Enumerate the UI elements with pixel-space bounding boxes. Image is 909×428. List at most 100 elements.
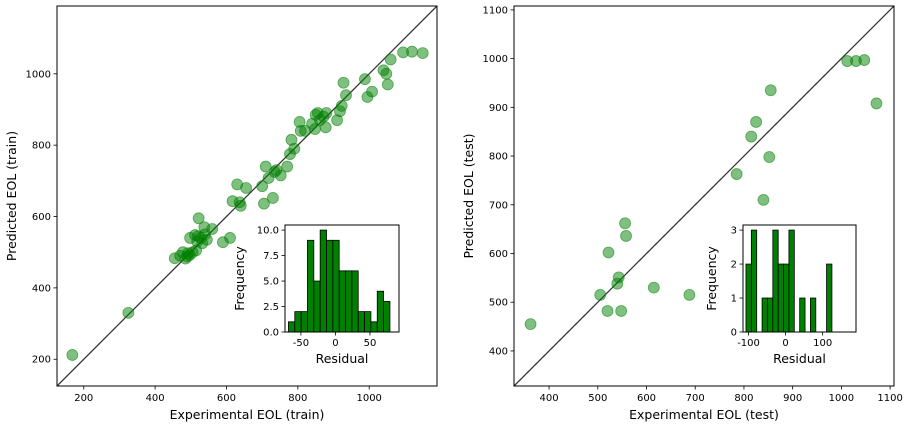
data-point — [602, 246, 615, 259]
data-point — [416, 47, 429, 59]
identity-line — [514, 6, 894, 386]
plot-area — [514, 6, 894, 386]
inset-x-tick-label: 50 — [364, 338, 377, 349]
data-point — [335, 100, 348, 112]
y-tick-label: 500 — [489, 298, 508, 309]
inset-y-tick-label: 3 — [731, 226, 737, 237]
histogram-bar — [750, 229, 758, 333]
x-tick-label: 600 — [217, 393, 236, 404]
data-point — [620, 230, 632, 242]
data-point — [763, 151, 776, 163]
y-tick-label: 600 — [32, 212, 51, 223]
x-axis-label: Experimental EOL (train) — [170, 407, 325, 422]
data-point — [320, 107, 333, 119]
inset-y-tick-label: 2 — [731, 260, 737, 271]
data-point — [337, 76, 350, 89]
histogram-bar — [767, 297, 774, 333]
x-tick-label: 1000 — [356, 393, 381, 404]
y-tick-label: 800 — [489, 152, 508, 163]
data-point — [730, 168, 743, 180]
histogram-bar — [772, 229, 779, 333]
data-point — [340, 89, 352, 102]
y-tick-label: 1000 — [26, 69, 51, 80]
data-point — [524, 318, 537, 331]
data-point — [359, 73, 371, 86]
histogram-bar — [777, 263, 784, 333]
data-point — [281, 160, 294, 173]
inset-x-tick-label: 0 — [332, 338, 338, 349]
data-point — [319, 121, 332, 134]
scatter-panel-1: 200 400 600 800 1000 200 400 600 800 1000 Experime… — [4, 5, 438, 422]
inset-x-tick-label: 0 — [782, 338, 788, 349]
histogram-bar — [826, 263, 833, 333]
x-tick-label: 500 — [588, 393, 607, 404]
data-point — [66, 349, 79, 361]
plot-frame — [513, 5, 895, 387]
histogram-bar — [370, 321, 378, 333]
data-point — [224, 232, 236, 244]
inset-y-tick-label: 0 — [731, 328, 737, 339]
data-point — [258, 197, 270, 210]
y-tick-label: 1000 — [483, 54, 508, 65]
x-tick-label: 600 — [637, 393, 656, 404]
histogram-bar — [376, 290, 384, 333]
data-point — [757, 193, 770, 206]
plot-frame — [56, 5, 438, 387]
histogram-bar — [338, 270, 346, 333]
histogram-bar — [326, 239, 334, 333]
histogram-bar — [799, 297, 806, 333]
inset-y-tick-label: 7.5 — [263, 251, 279, 262]
histogram-bar — [307, 239, 315, 333]
plot-area — [57, 6, 437, 386]
histogram-bar — [745, 263, 752, 333]
data-point — [764, 84, 777, 97]
data-point — [745, 130, 758, 143]
histogram-bar — [351, 270, 359, 333]
y-tick-label: 400 — [32, 283, 51, 294]
data-point — [870, 97, 883, 110]
y-tick-label: 600 — [489, 249, 508, 260]
data-point — [240, 182, 253, 194]
inset-x-axis-label: Residual — [773, 351, 826, 366]
histogram-bar — [783, 263, 790, 333]
histogram-bar — [313, 280, 321, 333]
inset-x-tick-label: -100 — [737, 338, 760, 349]
inset-y-tick-label: 2.5 — [263, 302, 279, 313]
inset-x-tick-label: -50 — [293, 338, 309, 349]
data-point — [256, 180, 269, 193]
inset-y-tick-label: 5.0 — [263, 277, 279, 288]
data-point — [234, 199, 247, 212]
data-point — [615, 305, 628, 317]
histogram-bar — [383, 301, 391, 333]
x-tick-label: 700 — [686, 393, 705, 404]
data-point — [683, 288, 696, 301]
y-tick-label: 700 — [489, 200, 508, 211]
x-tick-label: 1100 — [877, 393, 902, 404]
data-point — [406, 45, 418, 58]
inset-y-tick-label: 0.0 — [263, 328, 279, 339]
data-point — [594, 288, 607, 301]
data-point — [259, 160, 272, 173]
data-point — [858, 54, 871, 66]
identity-line — [57, 6, 437, 386]
x-tick-label: 800 — [734, 393, 753, 404]
x-tick-label: 200 — [74, 393, 93, 404]
data-point — [122, 306, 135, 319]
histogram-bar — [364, 311, 372, 333]
histogram-bar — [332, 239, 340, 333]
data-point — [612, 271, 625, 284]
data-point — [366, 85, 378, 98]
histogram-bar — [319, 229, 327, 333]
data-point — [288, 142, 301, 155]
x-tick-label: 400 — [540, 393, 559, 404]
data-point — [380, 67, 393, 80]
y-tick-label: 800 — [32, 141, 51, 152]
histogram-bar — [288, 321, 296, 333]
histogram-bar — [294, 311, 302, 333]
histogram-bar — [300, 311, 308, 333]
histogram-bar — [810, 297, 817, 333]
histogram-bar — [761, 297, 768, 333]
residual-histogram-inset: -50 0 50 0.0 2.5 5.0 7.5 10.0 Residual Frequency — [232, 224, 400, 366]
